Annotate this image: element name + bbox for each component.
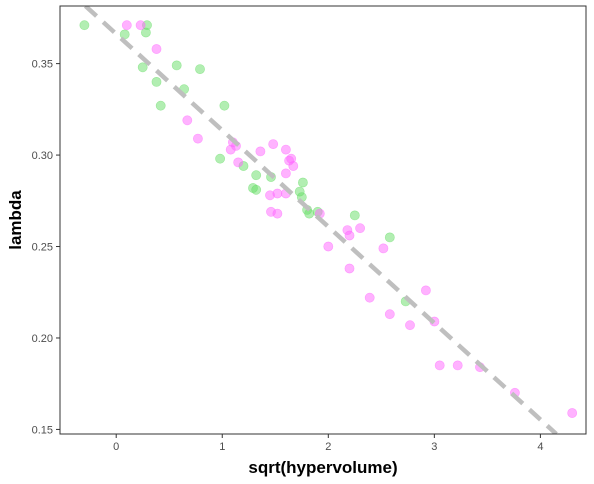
data-point-magenta-37	[567, 408, 578, 418]
data-point-magenta-22	[323, 241, 334, 252]
points-layer	[79, 20, 578, 418]
data-point-magenta-1	[135, 20, 146, 31]
x-tick-label: 3	[431, 441, 437, 453]
data-point-magenta-8	[233, 157, 244, 168]
data-point-magenta-34	[452, 360, 463, 371]
x-tick-label: 0	[113, 441, 119, 453]
data-point-green-0	[79, 20, 90, 31]
data-point-magenta-10	[268, 139, 279, 149]
x-axis: 0 1 2 3 4	[113, 434, 543, 453]
trend-layer	[83, 6, 558, 434]
data-point-green-4	[137, 62, 148, 73]
data-point-magenta-4	[192, 133, 203, 144]
data-point-green-10	[219, 100, 230, 111]
x-tick-label: 1	[219, 441, 225, 453]
data-point-green-17	[297, 177, 308, 188]
data-point-magenta-28	[378, 243, 389, 254]
x-tick-label: 2	[325, 441, 331, 453]
y-tick-label: 0.15	[32, 424, 53, 436]
data-point-green-3	[140, 27, 151, 38]
data-point-green-9	[155, 100, 166, 111]
trend-line	[83, 6, 558, 434]
data-point-green-6	[195, 64, 205, 74]
data-point-magenta-33	[434, 360, 445, 371]
data-point-green-23	[349, 210, 360, 221]
data-point-magenta-9	[255, 146, 266, 157]
data-point-magenta-29	[384, 309, 395, 320]
data-point-magenta-2	[151, 44, 162, 54]
data-point-green-24	[384, 232, 395, 243]
data-point-magenta-30	[405, 320, 415, 331]
y-axis: 0.15 0.20 0.25 0.30 0.35	[32, 59, 60, 436]
data-point-green-11	[215, 153, 225, 164]
data-point-magenta-14	[288, 161, 299, 171]
y-tick-label: 0.30	[32, 150, 53, 162]
data-point-green-15	[251, 170, 262, 181]
data-point-magenta-20	[272, 208, 283, 219]
y-axis-title: lambda	[6, 190, 25, 250]
data-point-magenta-3	[182, 115, 193, 126]
y-tick-label: 0.25	[32, 242, 53, 254]
data-point-magenta-15	[280, 168, 291, 179]
data-point-green-5	[171, 60, 182, 71]
data-point-magenta-26	[344, 263, 355, 274]
data-point-green-14	[251, 184, 262, 195]
data-point-magenta-27	[364, 292, 375, 303]
data-point-magenta-31	[420, 285, 431, 296]
data-point-green-7	[151, 77, 162, 87]
panel-border	[59, 5, 587, 435]
data-point-magenta-11	[280, 144, 291, 155]
x-axis-title: sqrt(hypervolume)	[248, 458, 397, 477]
y-tick-label: 0.20	[32, 333, 53, 345]
data-point-magenta-17	[272, 188, 283, 199]
y-tick-label: 0.35	[32, 59, 53, 71]
x-tick-label: 4	[537, 441, 543, 453]
data-point-magenta-25	[355, 223, 365, 234]
data-point-magenta-24	[344, 230, 355, 241]
data-point-green-1	[119, 29, 130, 40]
data-point-magenta-0	[121, 20, 132, 31]
